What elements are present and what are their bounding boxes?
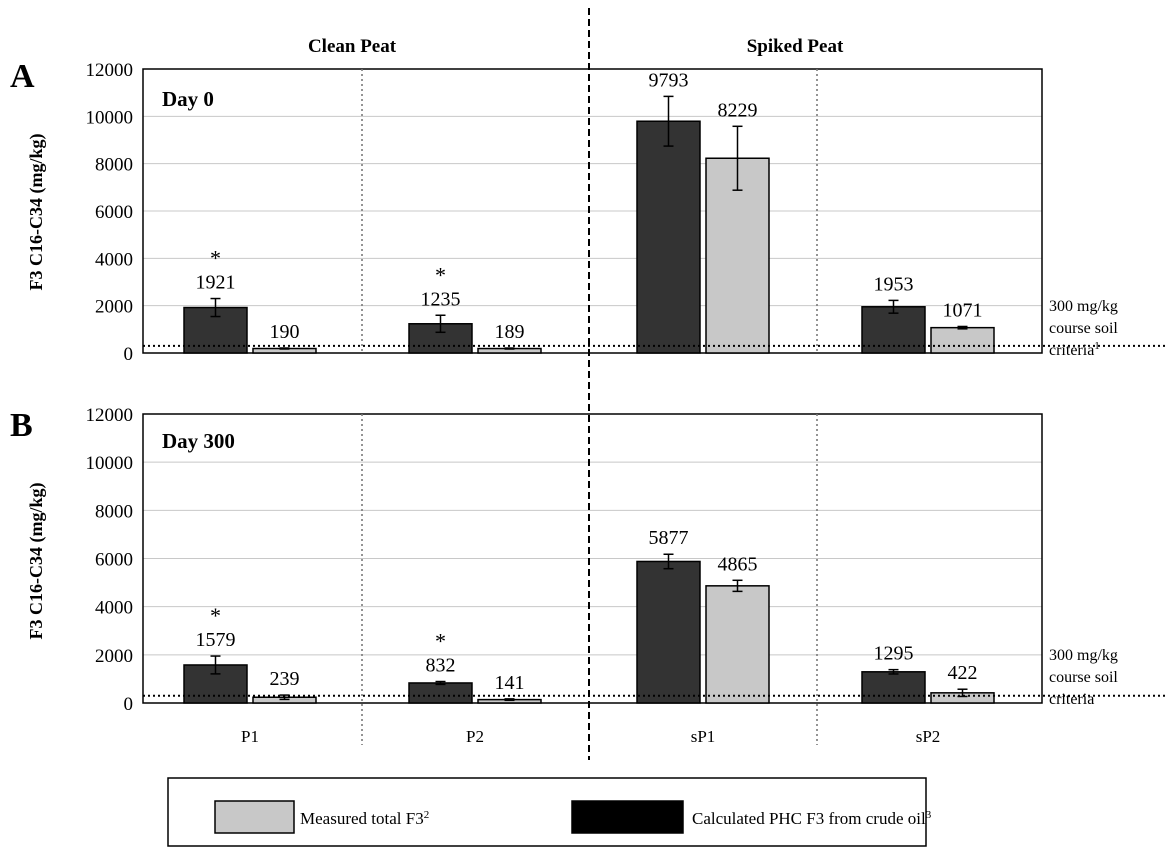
group-label-clean-peat: Clean Peat (308, 36, 397, 57)
panel-a-significance-asterisk: * (210, 246, 221, 271)
panel-b-ytick-label: 2000 (95, 646, 133, 667)
legend-label-calculated: Calculated PHC F3 from crude oil3 (692, 809, 932, 828)
panel-a-ytick-label: 10000 (86, 107, 134, 128)
panel-a-ytick-label: 12000 (86, 60, 134, 81)
criteria-a-line3-text: criteria (1049, 342, 1094, 359)
panel-a-data-label: 9793 (649, 69, 689, 91)
panel-b-data-label: 422 (948, 662, 978, 684)
panel-a-ytick-label: 6000 (95, 202, 133, 223)
panel-b-ytick-label: 0 (124, 694, 134, 715)
panel-a-bar-calculated-sp1 (636, 120, 701, 354)
panel-a-data-label: 190 (270, 321, 300, 343)
criteria-b-line3: criteria (1049, 691, 1094, 708)
panel-b-data-label: 239 (270, 668, 300, 690)
panel-a-data-label: 1921 (196, 272, 236, 294)
panel-a-bar-measured-sp2 (930, 326, 995, 354)
panel-b-bar-measured-sp1 (705, 585, 770, 704)
panel-a-ytick-label: 4000 (95, 249, 133, 270)
panel-a-ylabel: F3 C16-C34 (mg/kg) (26, 134, 47, 291)
category-label-p1: P1 (241, 727, 259, 746)
panel-b-significance-asterisk: * (435, 629, 446, 654)
panel-b-data-label: 5877 (649, 527, 689, 549)
panel-a-title: Day 0 (162, 87, 214, 111)
panel-letter-a: A (10, 58, 35, 95)
panel-a-data-label: 1953 (874, 273, 914, 295)
legend-sup-calculated: 3 (926, 809, 932, 821)
panel-a-data-label: 189 (495, 321, 525, 343)
panel-b-significance-asterisk: * (210, 603, 221, 628)
panel-a-data-label: 1071 (943, 299, 983, 321)
category-label-sp2: sP2 (916, 727, 941, 746)
criteria-b-line2: course soil (1049, 669, 1118, 686)
criteria-b-line1: 300 mg/kg (1049, 647, 1118, 664)
category-label-sp1: sP1 (691, 727, 716, 746)
legend-sup-measured: 2 (424, 809, 430, 821)
legend-text-calculated: Calculated PHC F3 from crude oil (692, 809, 926, 828)
panel-b-ylabel: F3 C16-C34 (mg/kg) (26, 483, 47, 640)
panel-a-ytick-label: 8000 (95, 155, 133, 176)
panel-b-title: Day 300 (162, 429, 235, 453)
panel-a-significance-asterisk: * (435, 262, 446, 287)
legend-text-measured: Measured total F3 (300, 809, 424, 828)
panel-b-data-label: 141 (495, 672, 525, 694)
panel-letter-b: B (10, 407, 33, 444)
panel-b-data-label: 4865 (718, 553, 758, 575)
panel-a-ytick-label: 0 (124, 344, 134, 365)
panel-a-plot-frame (142, 68, 1043, 354)
panel-b-data-label: 1295 (874, 643, 914, 665)
criteria-a-sup: 1 (1094, 340, 1100, 352)
panel-b-bar-calculated-sp1 (636, 560, 701, 704)
criteria-a-line2: course soil (1049, 320, 1118, 337)
panel-a-data-label: 1235 (421, 288, 461, 310)
panel-b-data-label: 832 (426, 655, 456, 677)
panel-b-ytick-label: 4000 (95, 598, 133, 619)
panel-b-bar-calculated-p2 (408, 682, 473, 704)
panel-b-ytick-label: 8000 (95, 501, 133, 522)
panel-b-plot-frame (142, 413, 1043, 704)
criteria-a-line3: criteria1 (1049, 340, 1100, 359)
panel-a-ytick-label: 2000 (95, 297, 133, 318)
legend-swatch-measured (214, 800, 295, 834)
group-label-spiked-peat: Spiked Peat (747, 36, 844, 57)
panel-a-data-label: 8229 (718, 99, 758, 121)
criteria-a-line1: 300 mg/kg (1049, 298, 1118, 315)
panel-b-ytick-label: 12000 (86, 405, 134, 426)
legend-label-measured: Measured total F32 (300, 809, 429, 828)
legend-swatch-calculated (571, 800, 684, 834)
panel-b-bar-calculated-sp2 (861, 671, 926, 704)
panel-b-ytick-label: 6000 (95, 550, 133, 571)
panel-b-data-label: 1579 (196, 629, 236, 651)
category-label-p2: P2 (466, 727, 484, 746)
panel-b-ytick-label: 10000 (86, 453, 134, 474)
